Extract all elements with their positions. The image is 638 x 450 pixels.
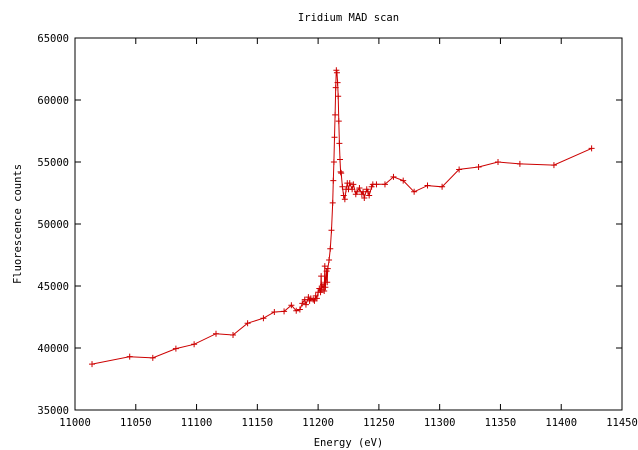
data-point <box>516 160 523 167</box>
series-line <box>91 70 592 365</box>
data-point <box>324 265 331 272</box>
x-tick-label: 11400 <box>545 417 577 429</box>
data-point <box>588 145 595 152</box>
y-axis-label: Fluorescence counts <box>12 164 24 284</box>
y-tick-label: 35000 <box>37 405 69 417</box>
data-point <box>338 170 345 177</box>
data-point <box>332 84 339 91</box>
data-point <box>299 300 306 307</box>
data-point <box>281 308 288 315</box>
data-point <box>321 287 328 294</box>
data-point <box>213 330 220 337</box>
data-point <box>191 341 198 348</box>
data-point <box>337 168 344 175</box>
data-point <box>381 181 388 188</box>
y-tick-label: 45000 <box>37 281 69 293</box>
data-point <box>302 301 309 308</box>
data-point <box>301 296 308 303</box>
data-point <box>334 79 341 86</box>
data-point <box>495 159 502 165</box>
data-point <box>329 199 336 206</box>
data-point <box>336 140 343 147</box>
data-point <box>361 194 368 201</box>
data-point <box>341 196 348 203</box>
data-point <box>332 111 339 118</box>
data-point <box>354 188 361 195</box>
data-point <box>330 159 337 165</box>
x-tick-label: 11100 <box>181 417 213 429</box>
data-point <box>475 163 482 170</box>
data-point <box>288 302 295 309</box>
data-point <box>424 182 431 189</box>
data-point <box>411 188 418 195</box>
x-tick-label: 11200 <box>302 417 334 429</box>
data-point <box>400 177 407 184</box>
data-point <box>336 156 343 163</box>
data-point <box>350 181 357 188</box>
data-point <box>356 185 363 192</box>
data-point <box>149 354 156 361</box>
y-tick-label: 50000 <box>37 219 69 231</box>
x-tick-label: 11350 <box>485 417 517 429</box>
data-point <box>335 118 342 125</box>
data-point <box>390 173 397 180</box>
y-tick-label: 55000 <box>37 157 69 169</box>
data-point <box>339 183 346 190</box>
data-point <box>172 345 179 352</box>
x-tick-label: 11300 <box>424 417 456 429</box>
data-point <box>126 353 133 360</box>
data-point <box>310 296 317 303</box>
data-point <box>324 279 331 286</box>
data-point <box>456 166 463 173</box>
ticks <box>74 37 623 411</box>
data-point <box>89 361 96 368</box>
data-point <box>349 186 356 193</box>
data-point <box>328 227 335 234</box>
data-point <box>271 309 278 316</box>
data-point <box>346 180 353 187</box>
data-point <box>333 69 340 76</box>
data-point <box>335 93 342 100</box>
data-point <box>313 295 320 302</box>
data-point <box>364 188 371 195</box>
y-tick-label: 40000 <box>37 343 69 355</box>
series-markers <box>89 67 595 368</box>
data-point <box>330 177 337 184</box>
y-tick-label: 65000 <box>37 33 69 45</box>
chart-title: Iridium MAD scan <box>298 12 399 24</box>
data-point <box>244 320 251 327</box>
x-tick-label: 11250 <box>363 417 395 429</box>
data-point <box>230 331 237 338</box>
x-tick-label: 11050 <box>120 417 152 429</box>
x-tick-label: 11150 <box>242 417 274 429</box>
data-point <box>321 263 328 270</box>
data-point <box>340 192 347 199</box>
data-point <box>366 192 373 199</box>
tick-labels: 11000 11050 11100 11150 11200 11250 11300 11350… <box>37 33 637 429</box>
data-point <box>322 284 329 291</box>
x-tick-label: 11000 <box>59 417 91 429</box>
data-point <box>260 315 267 322</box>
data-point <box>331 134 338 141</box>
x-tick-label: 11450 <box>606 417 638 429</box>
data-point <box>550 162 557 169</box>
x-axis-label: Energy (eV) <box>314 437 384 449</box>
y-tick-label: 60000 <box>37 95 69 107</box>
data-point <box>326 256 333 263</box>
data-point <box>327 245 334 252</box>
data-point <box>439 183 446 190</box>
data-point <box>373 181 380 188</box>
data-point <box>296 306 303 313</box>
data-point <box>293 307 300 314</box>
plot-frame <box>74 37 623 411</box>
data-point <box>318 273 325 280</box>
